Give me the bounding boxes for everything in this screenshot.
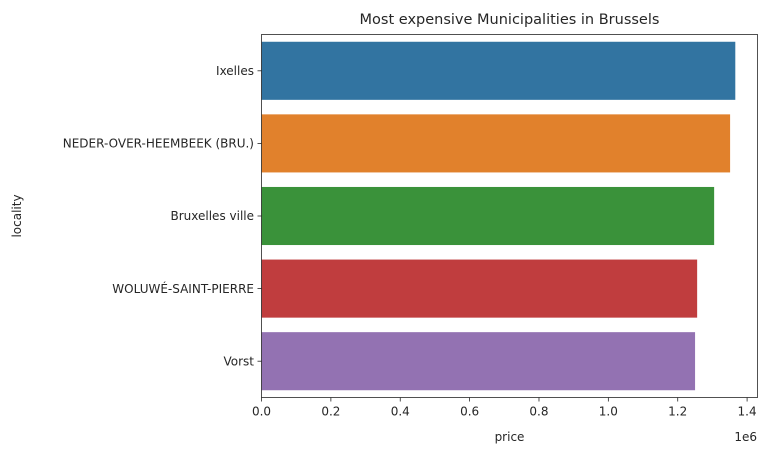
y-tick-label-2: Bruxelles ville bbox=[171, 209, 255, 223]
y-tick-label-1: NEDER-OVER-HEEMBEEK (BRU.) bbox=[63, 137, 254, 151]
bar-0 bbox=[261, 41, 736, 100]
x-tick-label-0: 0.0 bbox=[252, 405, 271, 419]
x-tick-label-6: 1.2 bbox=[668, 405, 687, 419]
x-tick-label-5: 1.0 bbox=[599, 405, 618, 419]
y-axis-label: locality bbox=[10, 194, 24, 237]
x-tick-label-2: 0.4 bbox=[391, 405, 410, 419]
bar-2 bbox=[261, 186, 715, 246]
y-tick-label-4: Vorst bbox=[223, 354, 254, 368]
x-axis-label: price bbox=[495, 430, 525, 444]
bars-group bbox=[261, 41, 736, 391]
bar-1 bbox=[261, 114, 731, 173]
bar-4 bbox=[261, 332, 696, 391]
x-axis-ticks: 0.0 0.2 0.4 0.6 0.8 1.0 1.2 1.4 bbox=[252, 397, 757, 419]
x-axis-offset-label: 1e6 bbox=[734, 430, 757, 444]
y-tick-label-3: WOLUWÉ-SAINT-PIERRE bbox=[112, 281, 254, 296]
x-tick-label-3: 0.6 bbox=[460, 405, 479, 419]
x-tick-label-7: 1.4 bbox=[738, 405, 757, 419]
bar-3 bbox=[261, 259, 698, 318]
y-axis-ticks: Ixelles NEDER-OVER-HEEMBEEK (BRU.) Bruxell… bbox=[63, 64, 262, 368]
x-tick-label-1: 0.2 bbox=[321, 405, 340, 419]
y-tick-label-0: Ixelles bbox=[216, 64, 254, 78]
x-tick-label-4: 0.8 bbox=[529, 405, 548, 419]
chart-title: Most expensive Municipalities in Brussel… bbox=[360, 12, 660, 28]
plot-frame bbox=[261, 34, 758, 398]
